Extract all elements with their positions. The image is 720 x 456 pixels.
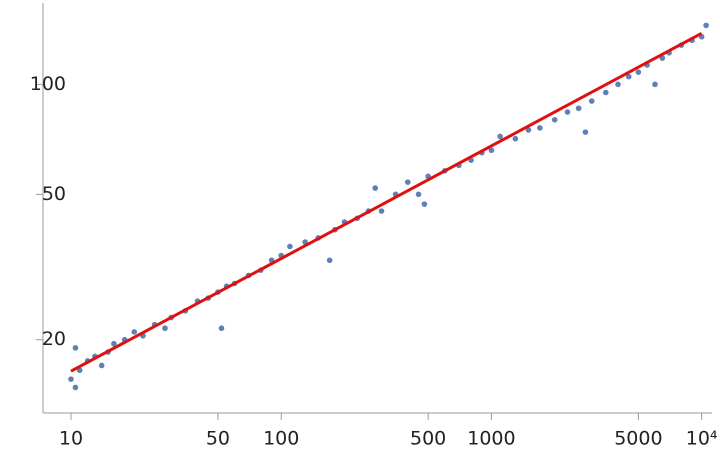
point xyxy=(575,105,582,112)
x-tick-label: 500 xyxy=(410,428,446,450)
y-tick-label: 50 xyxy=(42,183,66,205)
point xyxy=(415,191,422,198)
point xyxy=(72,345,79,351)
point xyxy=(287,243,293,250)
point xyxy=(372,185,379,191)
point xyxy=(497,133,503,140)
point xyxy=(162,325,168,332)
y-tick-label: 20 xyxy=(42,328,66,350)
point xyxy=(525,127,532,133)
point xyxy=(68,376,74,382)
point xyxy=(537,125,543,131)
point xyxy=(551,116,558,123)
x-tick-label: 1000 xyxy=(467,428,515,450)
y-tick-label: 100 xyxy=(30,73,66,95)
point xyxy=(488,147,495,154)
fit-line xyxy=(70,31,703,373)
x-tick-label: 50 xyxy=(206,428,230,450)
point xyxy=(703,22,709,29)
point xyxy=(652,81,658,88)
point xyxy=(512,135,519,142)
point xyxy=(582,129,589,135)
point xyxy=(588,98,595,104)
point xyxy=(564,109,571,115)
point xyxy=(111,340,117,347)
x-tick-label: 100 xyxy=(263,428,299,450)
point xyxy=(98,362,105,369)
point xyxy=(615,81,621,88)
point xyxy=(635,69,642,75)
point xyxy=(625,73,632,80)
point xyxy=(378,208,385,214)
point xyxy=(421,201,428,207)
point xyxy=(326,257,333,264)
point xyxy=(218,325,225,332)
x-tick-label: 10⁴ xyxy=(686,428,718,450)
point xyxy=(404,179,411,185)
x-tick-label: 10 xyxy=(59,428,83,450)
point xyxy=(131,329,138,335)
point xyxy=(603,89,609,96)
x-tick-label: 5000 xyxy=(614,428,662,450)
point xyxy=(72,384,79,391)
